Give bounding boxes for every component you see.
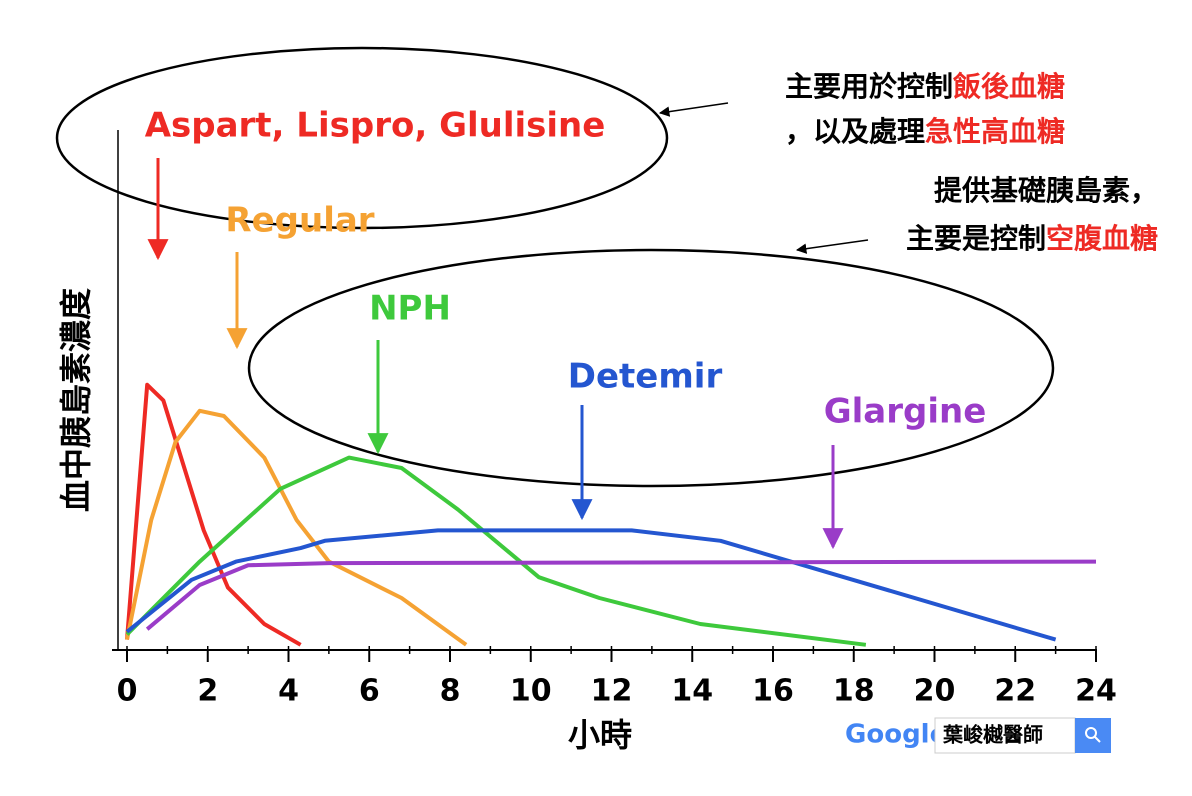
group-ellipse — [55, 46, 669, 230]
x-tick-label: 24 — [1075, 674, 1117, 709]
series-line — [145, 559, 1097, 631]
search-icon — [1094, 736, 1101, 743]
group-ellipse — [247, 248, 1055, 488]
annotation-segment: 飯後血糖 — [953, 70, 1065, 103]
annotation-arrow — [658, 102, 729, 117]
annotation-segment: ，以及處理 — [785, 115, 925, 148]
x-tick-label: 14 — [671, 674, 713, 709]
x-tick-label: 12 — [591, 674, 633, 709]
x-tick-label: 10 — [510, 674, 552, 709]
series-line — [125, 455, 867, 647]
annotation: ，以及處理急性高血糖 — [785, 115, 1065, 148]
series-line — [125, 528, 1057, 642]
x-tick-label: 0 — [117, 674, 138, 709]
search-button — [1075, 718, 1111, 753]
x-tick-label: 20 — [914, 674, 956, 709]
x-tick-label: 16 — [752, 674, 794, 709]
series-line — [125, 408, 468, 647]
series-label: NPH — [369, 289, 451, 329]
x-tick-label: 18 — [833, 674, 875, 709]
search-query: 葉峻樾醫師 — [942, 723, 1043, 747]
x-tick-label: 2 — [197, 674, 218, 709]
search-box — [934, 717, 1076, 754]
series-label: Detemir — [568, 357, 723, 397]
series-label: Aspart, Lispro, Glulisine — [145, 106, 606, 146]
x-tick-label: 8 — [440, 674, 461, 709]
y-axis-label: 血中胰島素濃度 — [57, 288, 95, 512]
series-label: Regular — [225, 201, 374, 241]
x-tick-label: 22 — [994, 674, 1036, 709]
logo: Google — [845, 720, 947, 750]
x-tick-label: 4 — [278, 674, 299, 709]
annotation: 提供基礎胰島素， — [934, 174, 1158, 207]
annotation-segment: 提供基礎胰島素， — [934, 174, 1158, 207]
annotation-segment: 空腹血糖 — [1046, 222, 1158, 255]
annotation-segment: 主要用於控制 — [785, 70, 953, 103]
x-tick-label: 6 — [359, 674, 380, 709]
series-line — [125, 382, 302, 647]
annotation-segment: 主要是控制 — [906, 222, 1046, 255]
annotation-arrow — [795, 239, 869, 254]
annotation-segment: 急性高血糖 — [925, 115, 1065, 148]
x-axis-label: 小時 — [568, 716, 632, 754]
search-icon — [1085, 727, 1097, 739]
series-label: Glargine — [824, 392, 987, 432]
annotation: 主要是控制空腹血糖 — [906, 222, 1158, 255]
annotation: 主要用於控制飯後血糖 — [785, 70, 1065, 103]
